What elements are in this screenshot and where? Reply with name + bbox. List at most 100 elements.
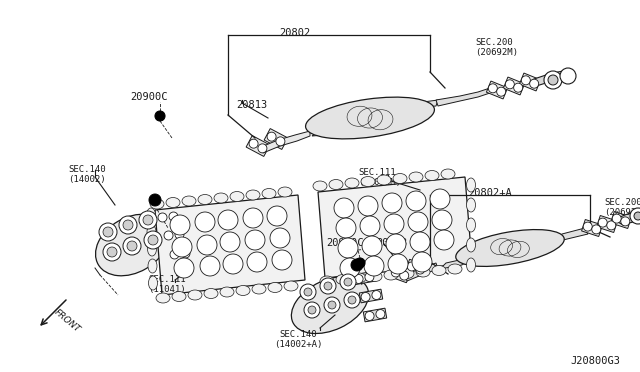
Ellipse shape: [220, 287, 234, 297]
Ellipse shape: [305, 97, 435, 139]
Polygon shape: [557, 228, 588, 240]
Text: (14002): (14002): [68, 175, 106, 184]
Ellipse shape: [345, 178, 359, 188]
Circle shape: [607, 221, 616, 230]
Ellipse shape: [95, 214, 168, 276]
Polygon shape: [163, 229, 186, 241]
Polygon shape: [359, 289, 383, 303]
Circle shape: [220, 232, 240, 252]
Polygon shape: [312, 128, 340, 136]
Polygon shape: [486, 81, 508, 99]
Ellipse shape: [148, 259, 157, 273]
Ellipse shape: [432, 266, 446, 276]
Circle shape: [372, 291, 381, 299]
Circle shape: [416, 265, 425, 274]
Ellipse shape: [284, 281, 298, 291]
Polygon shape: [364, 308, 387, 322]
Polygon shape: [390, 265, 410, 283]
Text: SEC.200: SEC.200: [475, 38, 513, 47]
Circle shape: [384, 214, 404, 234]
Ellipse shape: [416, 267, 430, 277]
Polygon shape: [157, 211, 179, 223]
Text: (20692M): (20692M): [475, 48, 518, 57]
Circle shape: [376, 310, 385, 318]
Circle shape: [522, 76, 531, 85]
Text: 20813: 20813: [236, 100, 268, 110]
Circle shape: [382, 193, 402, 213]
Circle shape: [320, 278, 336, 294]
Circle shape: [175, 230, 184, 239]
Polygon shape: [531, 70, 572, 87]
Polygon shape: [168, 248, 191, 260]
Ellipse shape: [377, 175, 391, 185]
Circle shape: [245, 230, 265, 250]
Circle shape: [634, 212, 640, 220]
Text: SEC.140: SEC.140: [68, 165, 106, 174]
Circle shape: [103, 227, 113, 237]
Circle shape: [123, 220, 133, 230]
Circle shape: [304, 288, 312, 296]
Polygon shape: [246, 135, 270, 157]
Polygon shape: [403, 100, 438, 109]
Text: (1104JM): (1104JM): [358, 178, 401, 187]
Circle shape: [598, 218, 607, 227]
Circle shape: [181, 249, 190, 258]
Circle shape: [139, 211, 157, 229]
Circle shape: [340, 258, 360, 278]
Circle shape: [164, 231, 173, 240]
Circle shape: [148, 235, 158, 245]
Circle shape: [308, 306, 316, 314]
Circle shape: [358, 196, 378, 216]
Circle shape: [355, 258, 365, 268]
Ellipse shape: [204, 289, 218, 298]
Polygon shape: [405, 263, 438, 281]
Text: 20813: 20813: [376, 238, 407, 248]
Ellipse shape: [441, 169, 455, 179]
Ellipse shape: [230, 192, 244, 202]
Polygon shape: [582, 219, 602, 237]
Ellipse shape: [467, 218, 476, 232]
Ellipse shape: [336, 275, 350, 285]
Circle shape: [272, 250, 292, 270]
Circle shape: [158, 213, 167, 222]
Circle shape: [354, 275, 363, 283]
Ellipse shape: [214, 193, 228, 203]
Circle shape: [560, 68, 576, 84]
Circle shape: [361, 292, 370, 301]
Circle shape: [155, 111, 165, 121]
Polygon shape: [504, 77, 525, 95]
Ellipse shape: [400, 269, 414, 279]
Circle shape: [592, 225, 601, 234]
Circle shape: [365, 273, 374, 282]
Circle shape: [408, 212, 428, 232]
Circle shape: [200, 256, 220, 276]
Text: 20900C: 20900C: [326, 238, 364, 248]
Ellipse shape: [166, 198, 180, 208]
Ellipse shape: [262, 189, 276, 199]
Ellipse shape: [467, 198, 476, 212]
Circle shape: [170, 215, 190, 235]
Text: FRONT: FRONT: [52, 308, 81, 335]
Ellipse shape: [409, 172, 423, 182]
Ellipse shape: [147, 208, 156, 222]
Circle shape: [304, 302, 320, 318]
Circle shape: [362, 236, 382, 256]
Polygon shape: [596, 215, 618, 232]
Ellipse shape: [172, 292, 186, 301]
Text: SEC.111: SEC.111: [358, 168, 396, 177]
Circle shape: [348, 296, 356, 304]
Circle shape: [340, 274, 356, 290]
Circle shape: [388, 254, 408, 274]
Ellipse shape: [156, 293, 170, 303]
Ellipse shape: [268, 282, 282, 292]
Text: (14002+A): (14002+A): [274, 340, 322, 349]
Circle shape: [351, 259, 363, 271]
Circle shape: [334, 198, 354, 218]
Circle shape: [544, 71, 562, 89]
Ellipse shape: [320, 276, 334, 286]
Circle shape: [530, 79, 539, 88]
Ellipse shape: [182, 196, 196, 206]
Circle shape: [360, 216, 380, 236]
Circle shape: [119, 216, 137, 234]
Circle shape: [300, 284, 316, 300]
